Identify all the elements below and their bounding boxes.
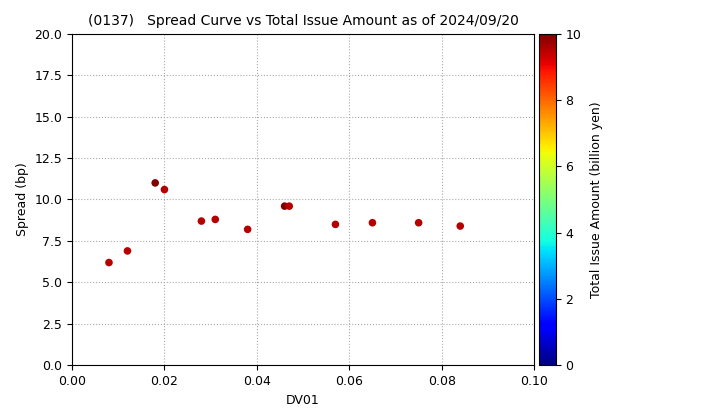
Point [284, 203, 295, 210]
Title: (0137)   Spread Curve vs Total Issue Amount as of 2024/09/20: (0137) Spread Curve vs Total Issue Amoun… [88, 14, 518, 28]
Point [150, 179, 161, 186]
X-axis label: DV01: DV01 [287, 394, 320, 407]
Point [330, 221, 341, 228]
Point [196, 218, 207, 224]
Point [158, 186, 170, 193]
Point [279, 203, 290, 210]
Point [366, 219, 378, 226]
Point [413, 219, 424, 226]
Point [454, 223, 466, 229]
Point [242, 226, 253, 233]
Point [103, 259, 114, 266]
Y-axis label: Spread (bp): Spread (bp) [16, 163, 29, 236]
Point [122, 247, 133, 254]
Point [210, 216, 221, 223]
Y-axis label: Total Issue Amount (billion yen): Total Issue Amount (billion yen) [590, 101, 603, 298]
